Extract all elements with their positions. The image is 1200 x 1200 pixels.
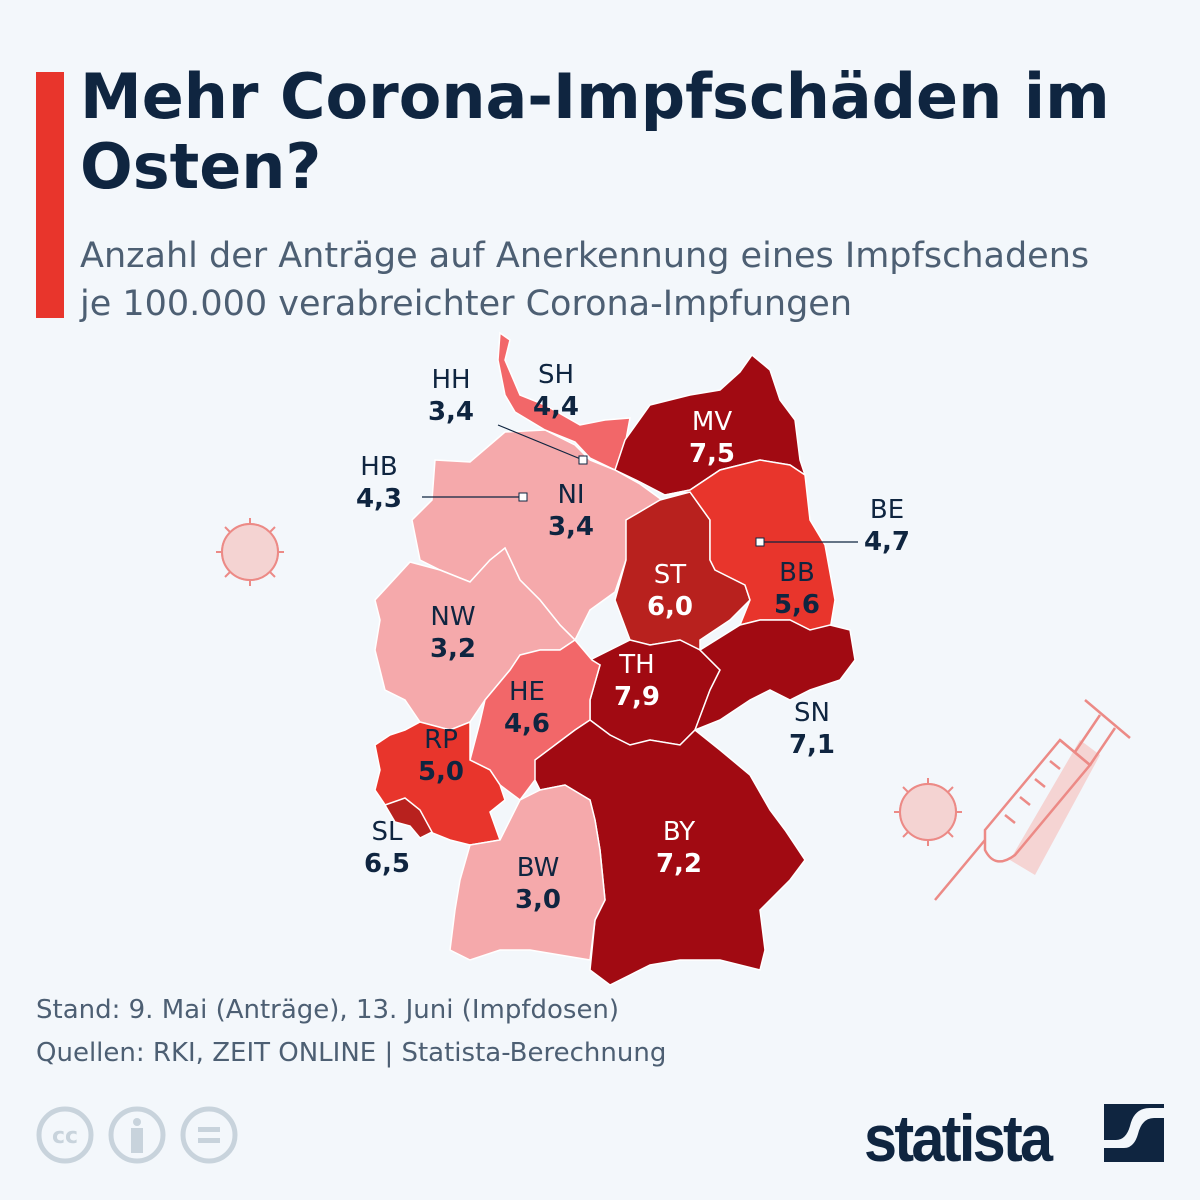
- subtitle-line-1: Anzahl der Anträge auf Anerkennung eines…: [80, 236, 1090, 276]
- label-ni-value: 3,4: [548, 512, 594, 542]
- label-th-value: 7,9: [614, 682, 660, 712]
- no-derivatives-icon[interactable]: [180, 1106, 238, 1164]
- label-hb-code: HB: [360, 452, 397, 482]
- label-mv-code: MV: [692, 407, 732, 437]
- state-sn: [693, 619, 856, 732]
- statista-logo-icon: [1104, 1104, 1164, 1162]
- label-sn-code: SN: [794, 698, 830, 728]
- label-rp-code: RP: [424, 725, 458, 755]
- label-ni-code: NI: [557, 480, 584, 510]
- footer-stand: Stand: 9. Mai (Anträge), 13. Juni (Impfd…: [36, 995, 620, 1025]
- label-nw-value: 3,2: [430, 634, 476, 664]
- label-bb-value: 5,6: [774, 590, 820, 620]
- label-by-code: BY: [663, 817, 695, 847]
- subtitle-line-2: je 100.000 verabreichter Corona-Impfunge…: [80, 284, 853, 324]
- cc-icon[interactable]: cc: [36, 1106, 94, 1164]
- label-sh-value: 4,4: [533, 392, 579, 422]
- label-sh-code: SH: [538, 360, 574, 390]
- label-bb-code: BB: [779, 558, 815, 588]
- footer-sources: Quellen: RKI, ZEIT ONLINE | Statista-Ber…: [36, 1038, 667, 1068]
- page-title: Mehr Corona-Impfschäden im Osten?: [80, 60, 1110, 203]
- label-he-value: 4,6: [504, 709, 550, 739]
- label-hh-code: HH: [431, 365, 470, 395]
- label-sn-value: 7,1: [789, 730, 835, 760]
- marker-hb: [518, 492, 528, 502]
- label-be-value: 4,7: [864, 527, 910, 557]
- state-bw: [449, 784, 606, 961]
- label-sl-value: 6,5: [364, 849, 410, 879]
- label-he-code: HE: [509, 677, 545, 707]
- subtitle: Anzahl der Anträge auf Anerkennung eines…: [80, 232, 1180, 328]
- label-bw-value: 3,0: [515, 885, 561, 915]
- svg-text:cc: cc: [52, 1124, 78, 1149]
- statista-logo[interactable]: statista: [864, 1101, 1053, 1175]
- attribution-icon[interactable]: [108, 1106, 166, 1164]
- label-th-code: TH: [618, 650, 654, 680]
- label-st-code: ST: [654, 560, 687, 590]
- virus-icon: [894, 778, 962, 846]
- label-hh-value: 3,4: [428, 397, 474, 427]
- marker-be: [755, 537, 765, 547]
- label-hb-value: 4,3: [356, 484, 402, 514]
- label-rp-value: 5,0: [418, 757, 464, 787]
- syringe-icon: [934, 699, 1131, 901]
- label-st-value: 6,0: [647, 592, 693, 622]
- label-be-code: BE: [870, 495, 904, 525]
- marker-hh: [578, 455, 588, 465]
- accent-bar: [36, 72, 64, 318]
- state-sl: [383, 797, 434, 839]
- virus-icon: [216, 518, 284, 586]
- label-sl-code: SL: [372, 817, 404, 847]
- license-icons: cc: [36, 1106, 238, 1164]
- label-mv-value: 7,5: [689, 439, 735, 469]
- leader-line-hh: [497, 424, 584, 461]
- label-bw-code: BW: [517, 853, 560, 883]
- label-by-value: 7,2: [656, 849, 702, 879]
- label-nw-code: NW: [430, 602, 475, 632]
